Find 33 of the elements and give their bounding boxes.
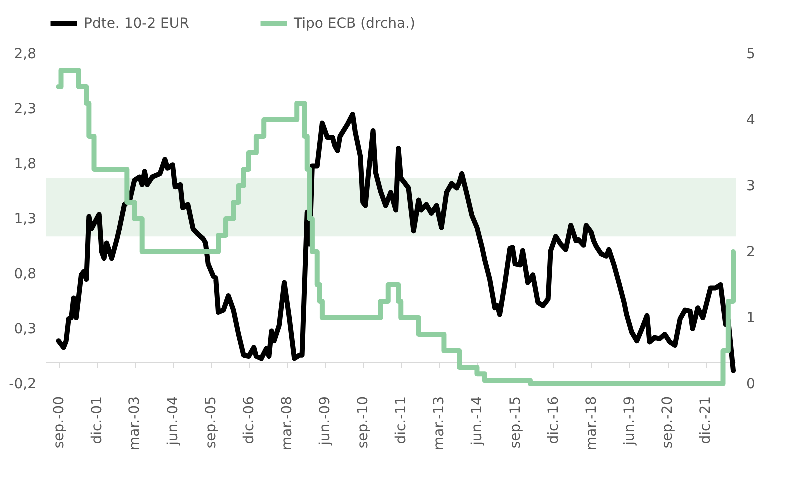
x-tick-label: sep.-10	[356, 396, 372, 449]
y2-tick-label: 3	[746, 178, 756, 194]
x-tick-label: dic.-21	[698, 396, 714, 444]
y-tick-label: 2,3	[14, 102, 36, 118]
x-tick-label: jun.-09	[318, 396, 334, 446]
x-tick-label: dic.-01	[89, 396, 106, 444]
x-tick-label: dic.-11	[394, 396, 410, 444]
y-tick-label: 0,8	[14, 266, 36, 282]
y2-tick-label: 0	[746, 376, 756, 392]
y-tick-label: 2,8	[14, 46, 36, 62]
y2-tick-label: 5	[746, 46, 756, 62]
x-tick-label: dic.-06	[241, 396, 258, 444]
x-tick-label: sep.-00	[51, 396, 68, 449]
x-tick-label: jun.-14	[470, 396, 486, 446]
x-tick-label: mar.-03	[127, 396, 144, 451]
x-tick-label: dic.-16	[546, 396, 562, 444]
y-tick-label: 0,3	[14, 322, 36, 338]
y2-tick-label: 4	[746, 112, 756, 128]
y2-tick-label: 2	[746, 244, 756, 260]
y2-tick-label: 1	[746, 310, 756, 326]
x-tick-label: sep.-20	[660, 396, 676, 449]
y-tick-label: -0,2	[9, 376, 36, 392]
x-tick-label: jun.-19	[622, 396, 638, 446]
y-tick-label: 1,3	[14, 212, 36, 228]
x-tick-label: jun.-04	[165, 396, 182, 446]
x-tick-label: mar.-08	[279, 396, 296, 451]
x-tick-label: mar.-18	[584, 396, 600, 451]
x-tick-label: sep.-05	[203, 396, 220, 449]
x-tick-label: sep.-15	[508, 396, 524, 449]
legend-label: Pdte. 10-2 EUR	[84, 16, 190, 32]
legend-label: Tipo ECB (drcha.)	[293, 16, 416, 32]
x-tick-label: mar.-13	[432, 396, 448, 451]
y-tick-label: 1,8	[14, 156, 36, 172]
